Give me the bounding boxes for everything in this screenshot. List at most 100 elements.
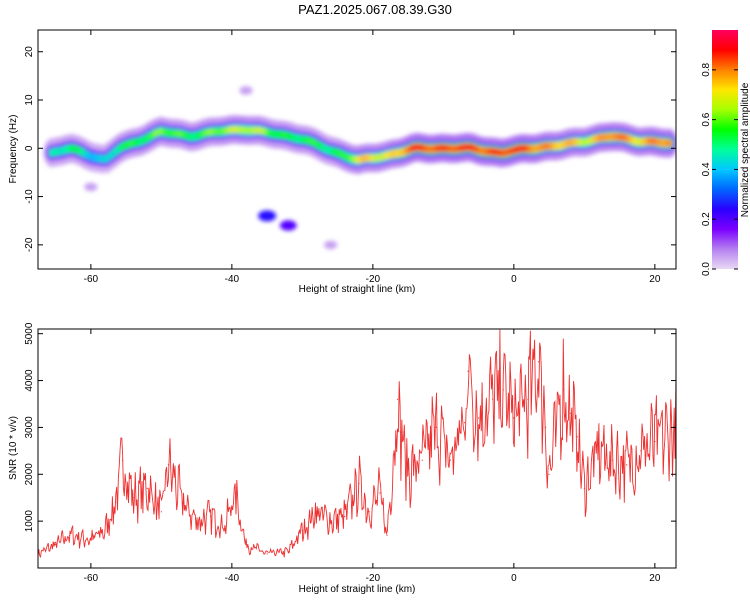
ridge-cell	[231, 125, 239, 134]
snr-point	[449, 459, 451, 461]
ridge-cell	[542, 142, 549, 151]
x-tick-label: 20	[649, 274, 661, 285]
snr-point	[421, 459, 423, 461]
snr-point	[358, 483, 360, 485]
y-tick-label: 4000	[24, 369, 35, 392]
ridge-cell	[167, 129, 174, 138]
ridge-cell	[428, 144, 436, 154]
snr-point	[626, 464, 628, 466]
ridge-cell	[492, 147, 500, 157]
snr-point	[315, 511, 318, 513]
snr-panel: -60 -40 -20 0 20 1000 2000 3000 4000 5000 Height…	[8, 322, 677, 595]
spectrogram-y-ticks: 20 10 0 -10 -20	[24, 46, 676, 252]
snr-point	[90, 539, 92, 541]
snr-frame	[37, 328, 677, 569]
ridge-cell	[236, 125, 244, 134]
x-tick-label: -60	[84, 573, 99, 584]
x-tick-label: -40	[225, 274, 240, 285]
ridge-cell	[246, 126, 253, 135]
snr-point	[160, 511, 162, 513]
ridge-cell	[270, 130, 278, 139]
snr-point	[502, 389, 504, 391]
spectrogram-x-axis-label: Height of straight line (km)	[299, 284, 416, 295]
y-tick-label: 2000	[24, 463, 35, 486]
secondary-feature	[258, 210, 277, 222]
ridge-cell	[611, 132, 619, 141]
y-tick-label: -10	[24, 189, 35, 204]
ridge-cell	[566, 138, 574, 147]
snr-point	[146, 487, 148, 489]
snr-point	[234, 492, 236, 494]
snr-point	[368, 511, 370, 513]
snr-point	[104, 529, 106, 532]
spectrogram-marks	[43, 86, 676, 250]
colorbar-tick-label: 0.8	[701, 62, 712, 76]
secondary-feature	[324, 240, 338, 250]
snr-point	[407, 473, 409, 475]
snr-point	[478, 417, 480, 419]
snr-point	[548, 473, 550, 475]
ridge-layer-3	[48, 125, 673, 164]
ridge-cell	[186, 132, 194, 141]
snr-point	[513, 417, 515, 419]
ridge-cell	[596, 133, 604, 142]
spectrogram-frame	[37, 29, 677, 270]
colorbar-tick-label: 0.2	[701, 212, 712, 226]
snr-point	[196, 520, 198, 522]
snr-point	[114, 501, 117, 503]
snr-point	[537, 361, 540, 363]
snr-point	[569, 412, 571, 414]
colorbar-gradient	[712, 30, 738, 269]
ridge-glow	[43, 114, 676, 175]
ridge-cell	[660, 138, 668, 148]
ridge-cell	[483, 147, 490, 156]
y-tick-label: 5000	[24, 322, 35, 345]
y-tick-label: 3000	[24, 416, 35, 439]
snr-point	[386, 534, 388, 536]
ridge-cell	[359, 154, 367, 163]
ridge-cell	[408, 144, 416, 153]
ridge-cell	[423, 144, 431, 154]
ridge-cell	[433, 144, 441, 153]
snr-y-axis-label: SNR (10 * v/v)	[8, 416, 19, 480]
ridge-cell	[640, 137, 648, 146]
y-tick-label: 0	[24, 145, 35, 151]
ridge-cell	[463, 143, 470, 152]
snr-point	[379, 492, 381, 494]
snr-y-ticks: 1000 2000 3000 4000 5000	[24, 322, 676, 532]
snr-point	[55, 544, 57, 546]
snr-point	[583, 487, 586, 489]
ridge-cell	[211, 127, 219, 136]
snr-point	[527, 398, 529, 400]
x-tick-label: -20	[366, 573, 381, 584]
ridge-cell	[389, 149, 396, 159]
snr-point	[122, 459, 124, 461]
ridge-cell	[635, 137, 643, 147]
ridge-cell	[552, 141, 559, 151]
ridge-cell	[616, 132, 623, 142]
y-tick-label: 20	[24, 46, 35, 58]
ridge-cell	[107, 150, 115, 160]
ridge-cell	[275, 130, 283, 139]
snr-point	[640, 450, 642, 452]
chart-title: PAZ1.2025.067.08.39.G30	[298, 2, 452, 17]
snr-point	[344, 515, 346, 518]
colorbar-label: Normalized spectral amplitude	[740, 82, 750, 217]
x-tick-label: -20	[366, 274, 381, 285]
snr-point	[562, 389, 564, 391]
y-tick-label: 1000	[24, 510, 35, 533]
ridge-cell	[517, 144, 525, 153]
x-tick-label: 20	[649, 573, 661, 584]
spectrogram-y-axis-label: Frequency (Hz)	[8, 115, 19, 184]
snr-series-line	[38, 329, 676, 559]
snr-point	[435, 426, 437, 428]
snr-point	[545, 426, 547, 428]
snr-point	[393, 450, 395, 452]
ridge-cell	[216, 127, 224, 136]
x-tick-label: -40	[225, 573, 240, 584]
snr-point	[400, 431, 402, 433]
snr-point	[612, 459, 614, 461]
ridge-cell	[571, 137, 579, 147]
x-tick-label: 0	[511, 573, 517, 584]
